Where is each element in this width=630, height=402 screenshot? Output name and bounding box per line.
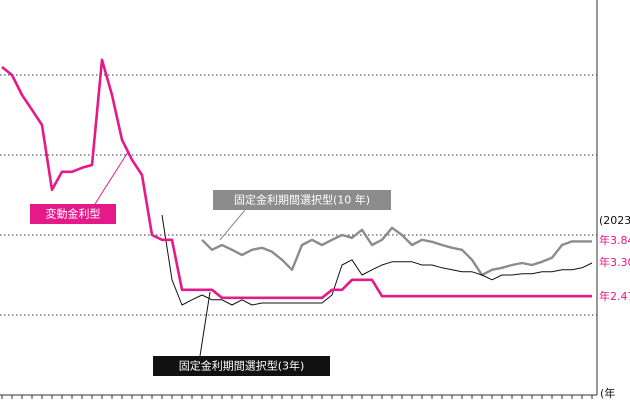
legend-label: 固定金利期間選択型(3年) bbox=[179, 359, 305, 373]
leader-line bbox=[199, 291, 211, 357]
annotation: 年3.30 bbox=[599, 255, 630, 269]
legend-box bbox=[153, 356, 330, 376]
legend-label: 変動金利型 bbox=[46, 207, 101, 221]
legend-box bbox=[213, 190, 391, 210]
legend-box bbox=[30, 204, 116, 224]
series-line bbox=[201, 226, 592, 277]
series-line bbox=[161, 214, 593, 306]
series-line bbox=[1, 58, 592, 300]
leader-line bbox=[94, 151, 129, 205]
leader-line bbox=[219, 209, 246, 241]
annotation: 年3.84 bbox=[599, 233, 630, 247]
annotation: (年 bbox=[600, 386, 615, 400]
annotation: 年2.47 bbox=[599, 289, 630, 303]
legend-label: 固定金利期間選択型(10 年) bbox=[234, 193, 370, 207]
